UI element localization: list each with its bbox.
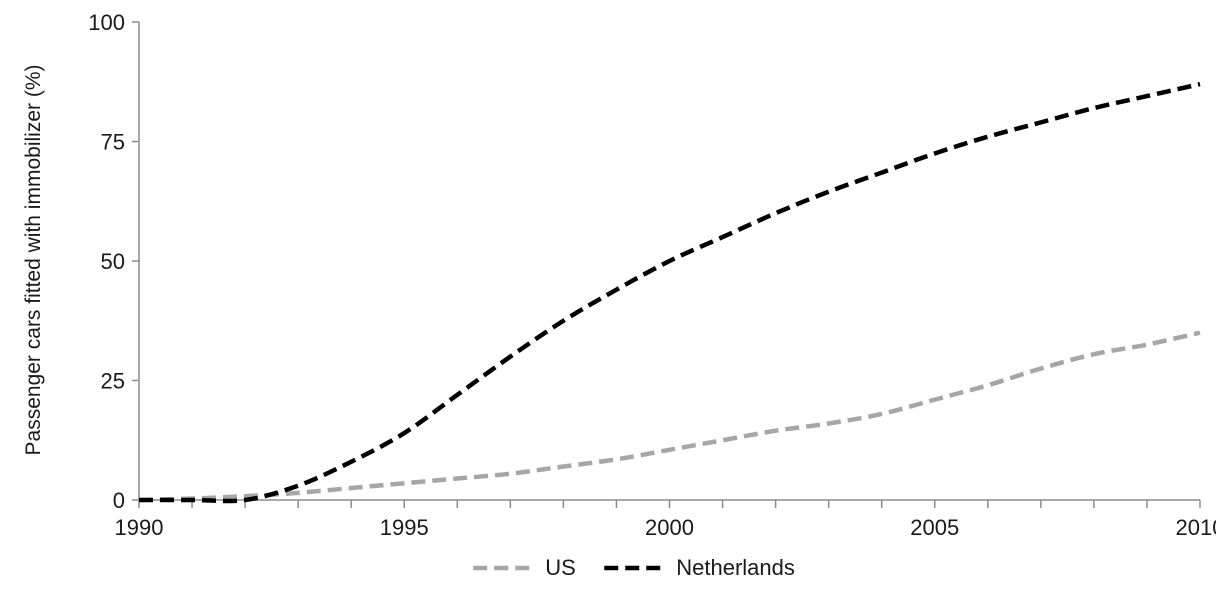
y-tick-label: 25 <box>101 369 125 394</box>
y-tick-label: 100 <box>88 10 125 35</box>
x-tick-label: 2010 <box>1176 515 1216 540</box>
legend-item-us: US <box>473 555 576 580</box>
x-tick-label: 2005 <box>910 515 959 540</box>
legend-label-us: US <box>545 555 576 580</box>
y-tick-label: 50 <box>101 249 125 274</box>
legend-item-netherlands: Netherlands <box>604 555 795 580</box>
axes: 0 25 50 75 100 1990 1995 2000 2005 2010 <box>88 10 1216 540</box>
series-lines <box>138 81 1201 504</box>
x-tick-label: 1990 <box>115 515 164 540</box>
series-line-us <box>138 330 1201 503</box>
series-line-netherlands <box>138 81 1201 504</box>
y-tick-label: 0 <box>113 488 125 513</box>
x-tick-label: 2000 <box>645 515 694 540</box>
x-tick-label: 1995 <box>380 515 429 540</box>
legend-label-netherlands: Netherlands <box>676 555 795 580</box>
y-tick-label: 75 <box>101 130 125 155</box>
y-axis-title: Passenger cars fitted with immobilizer (… <box>22 65 45 456</box>
legend: US Netherlands <box>473 555 795 580</box>
